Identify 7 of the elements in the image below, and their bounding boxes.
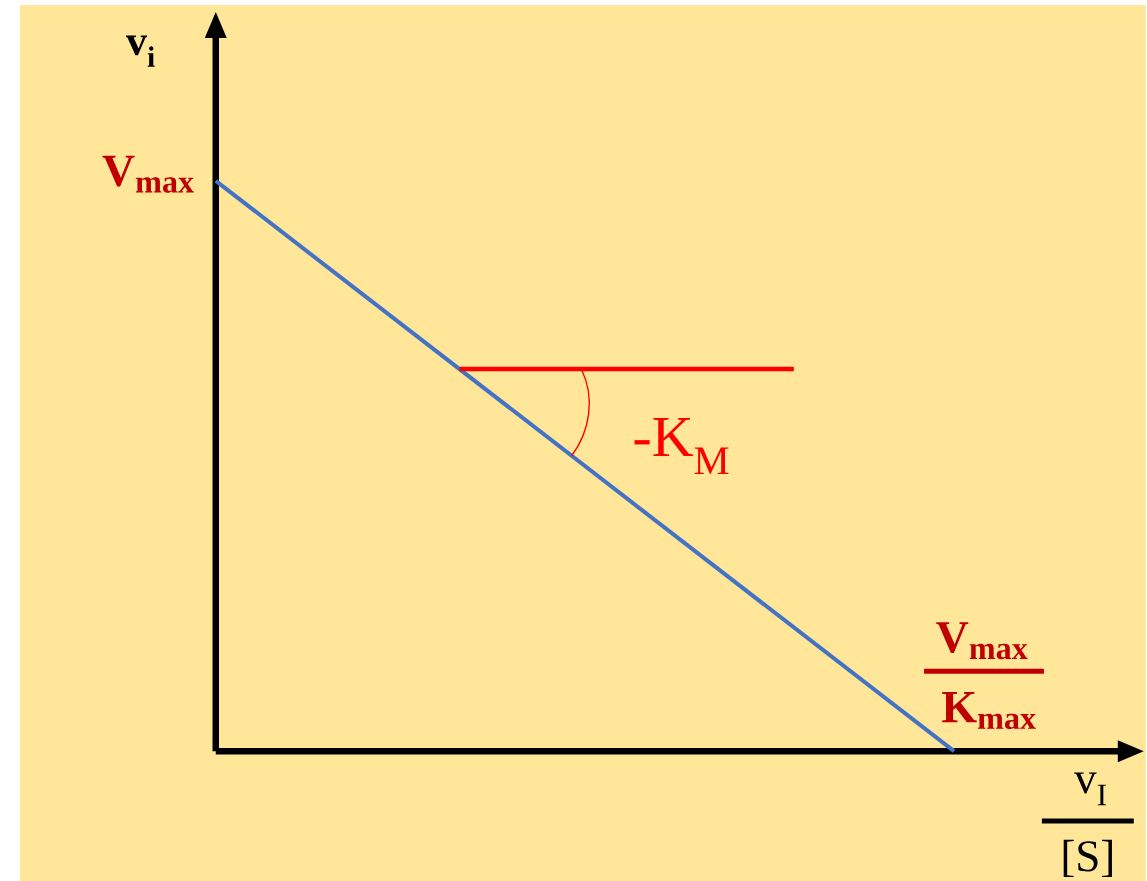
text: [S] [1063,839,1112,878]
annotation: -K$_{M}$ [634,417,729,474]
annotation: K$_{max}$ [942,692,1036,730]
annotation: V$_{max}$ [936,622,1028,660]
x-axis-title: v$_{I}$ [1074,772,1106,806]
y-axis-title: v$_{i}$ [126,35,155,67]
text: V$_{max}$ [102,155,194,193]
